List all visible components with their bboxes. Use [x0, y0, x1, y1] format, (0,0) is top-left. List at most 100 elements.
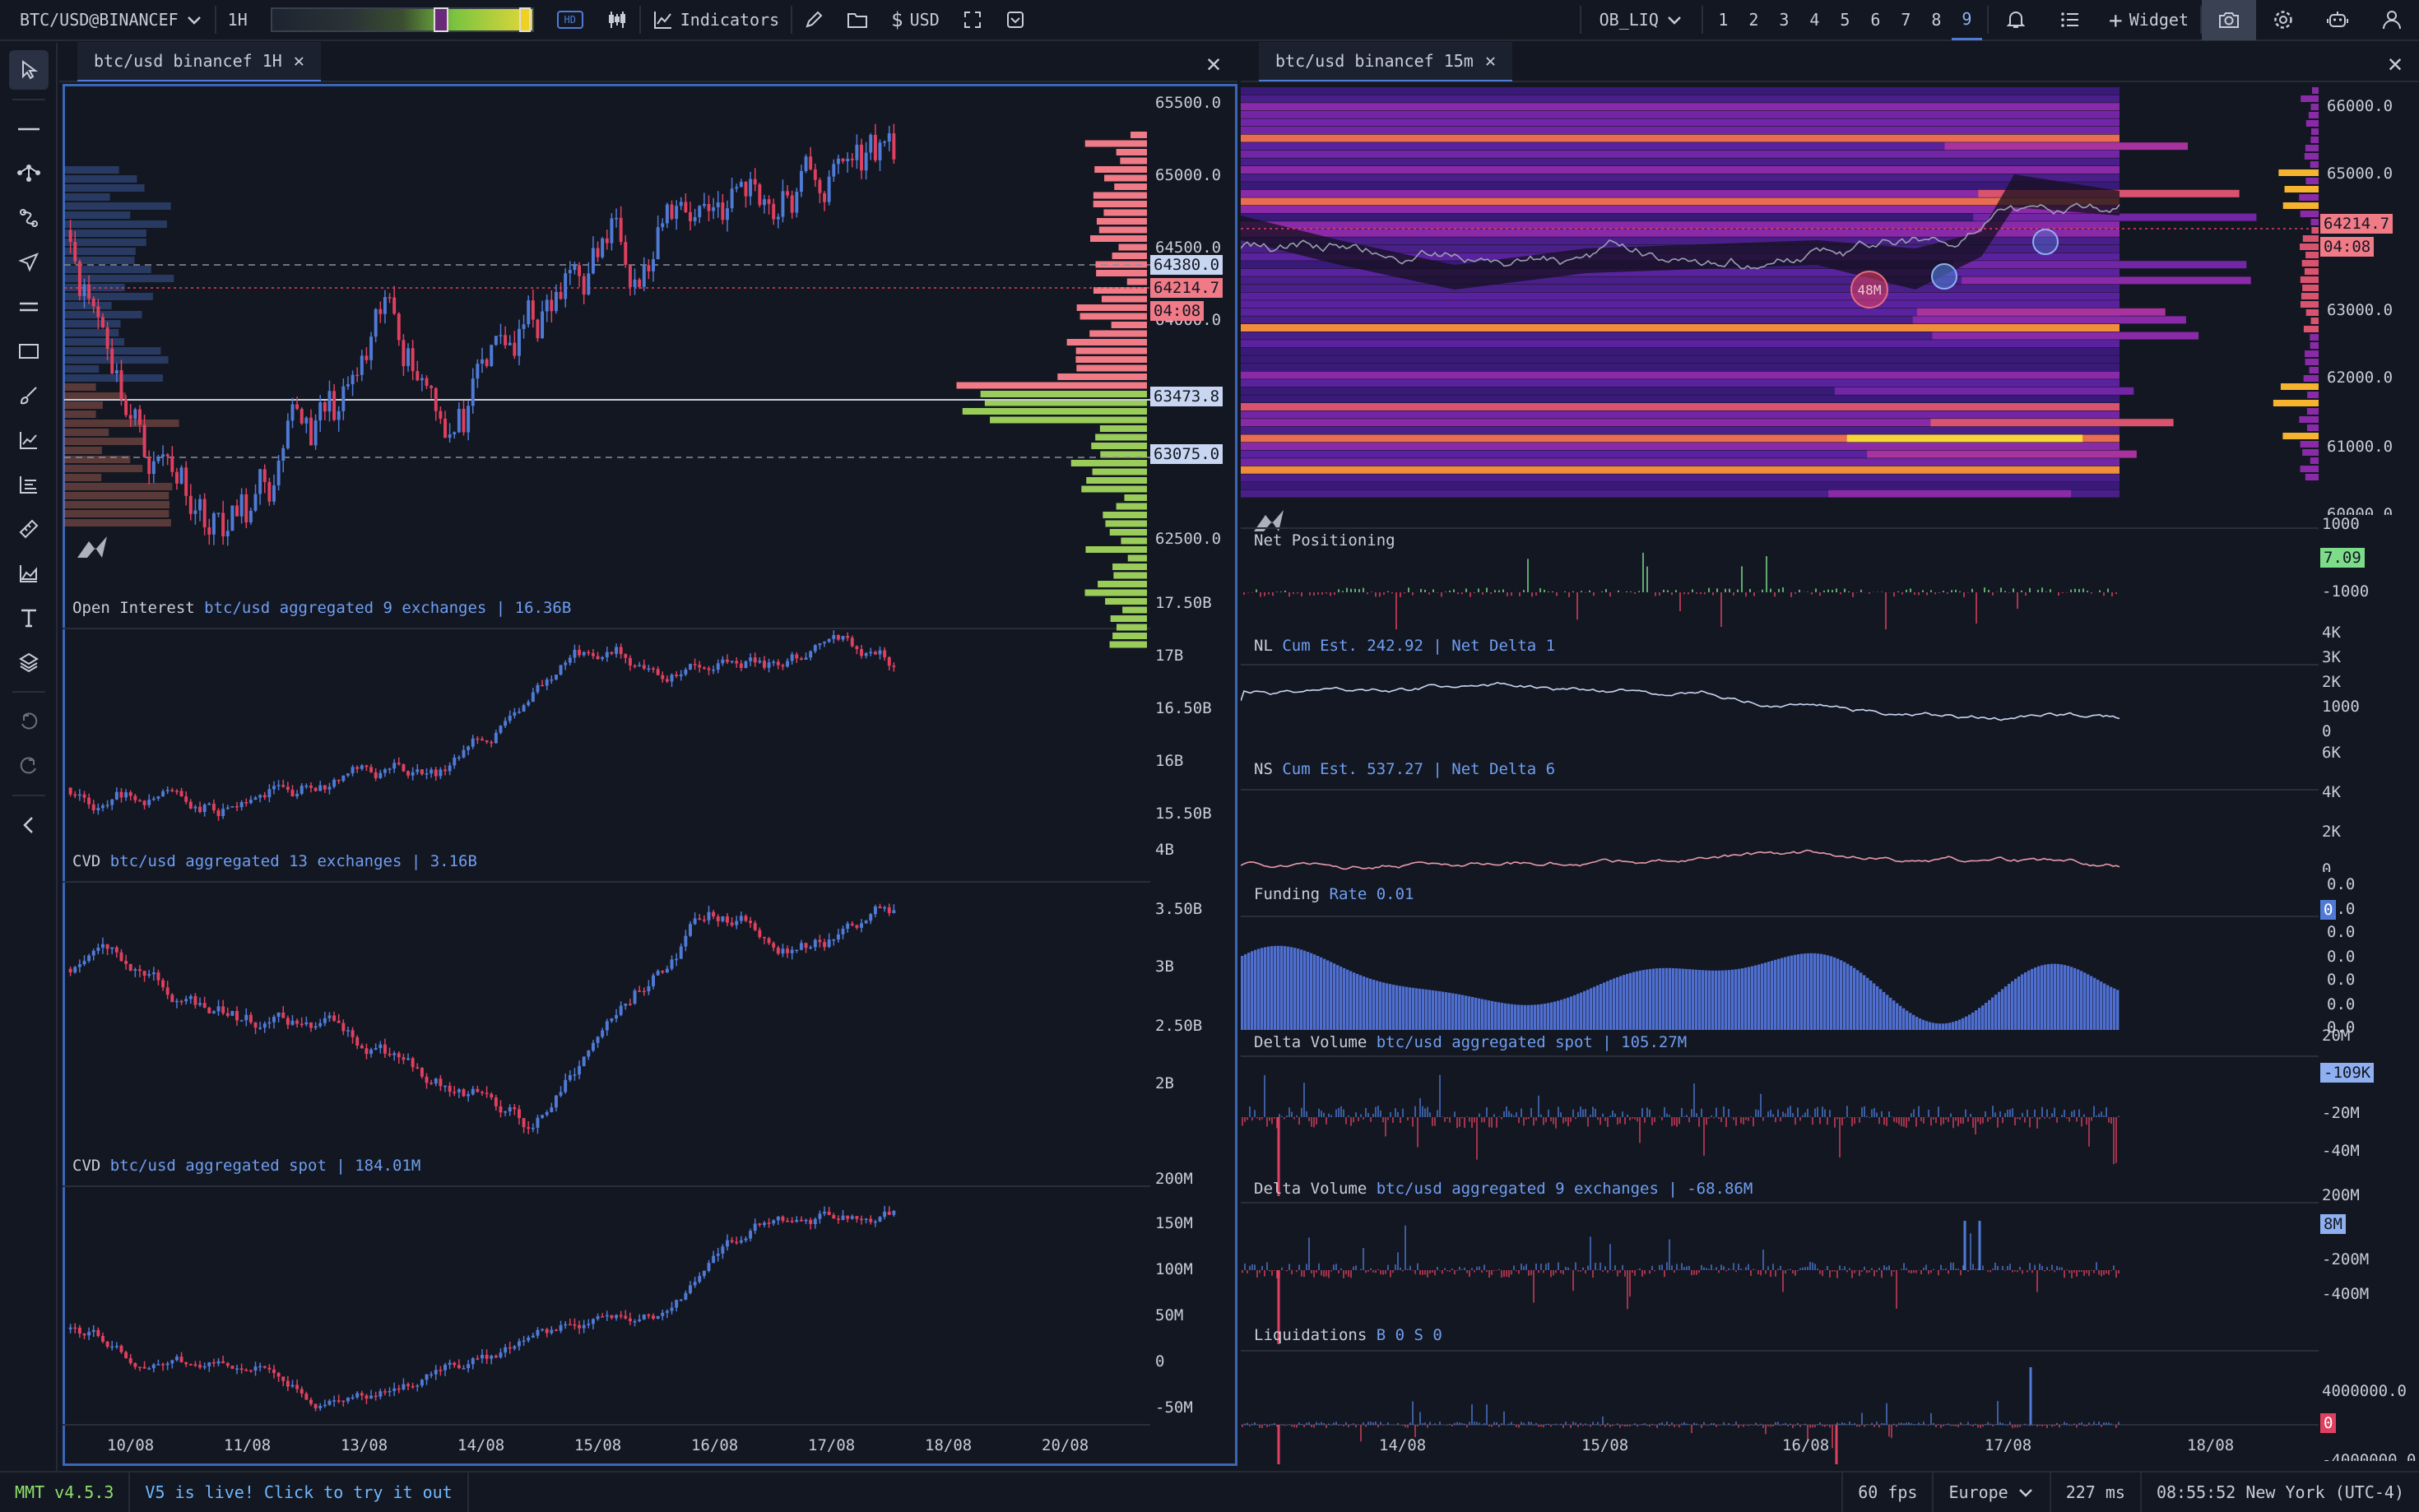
cvd1-label-series: btc/usd aggregated 13 exchanges — [109, 852, 402, 870]
candle-body — [119, 1346, 123, 1352]
rectangle-tool[interactable] — [0, 329, 58, 373]
candle-body — [499, 335, 503, 336]
heatmap-row — [1241, 206, 2120, 213]
path-tool[interactable] — [0, 196, 58, 240]
area-chart-tool[interactable] — [0, 551, 58, 596]
candle-body — [776, 661, 780, 666]
currency-button[interactable]: $ USD — [880, 0, 951, 40]
cursor-tool[interactable] — [0, 48, 58, 92]
liquidity-profile-bar — [2306, 408, 2319, 415]
close-panel-button[interactable]: ✕ — [1205, 49, 1221, 78]
candle-body — [420, 378, 424, 381]
symbol-selector[interactable]: BTC/USD@BINANCEF — [0, 0, 215, 40]
funding-bar — [1715, 970, 1718, 1030]
candle-body — [744, 182, 748, 197]
chart-canvas-left[interactable] — [59, 43, 1237, 1468]
chart-tab[interactable]: btc/usd binancef 1H ✕ — [77, 42, 322, 81]
close-icon[interactable]: ✕ — [1484, 50, 1497, 72]
heatmap-row — [1241, 371, 2120, 379]
folder-button[interactable] — [835, 0, 880, 40]
funding-bar — [1646, 969, 1649, 1030]
layout-tab-8[interactable]: 8 — [1931, 10, 1942, 30]
candle-body — [392, 297, 397, 314]
layout-tab-3[interactable]: 3 — [1779, 10, 1790, 30]
bot-button[interactable] — [2310, 0, 2365, 40]
redo-button[interactable] — [0, 744, 58, 788]
heatmap-row — [1241, 347, 2120, 355]
alerts-button[interactable] — [1989, 0, 2043, 40]
symbol-label: BTC/USD@BINANCEF — [20, 10, 179, 30]
funding-bar — [1524, 1004, 1527, 1030]
cvd2-label-prefix: CVD — [72, 1157, 101, 1175]
watchlist-button[interactable] — [2043, 0, 2097, 40]
layout-tab-1[interactable]: 1 — [1718, 10, 1729, 30]
timeframe-selector[interactable]: 1H — [216, 0, 259, 40]
add-widget-button[interactable]: + Widget — [2097, 0, 2200, 40]
layout-tab-2[interactable]: 2 — [1748, 10, 1759, 30]
text-tool[interactable] — [0, 596, 58, 640]
funding-bar — [1247, 953, 1251, 1030]
trend-nodes-tool[interactable] — [0, 151, 58, 196]
layout-tab-4[interactable]: 4 — [1809, 10, 1820, 30]
candle-body — [795, 1219, 799, 1222]
preset-selector[interactable]: OB_LIQ — [1581, 0, 1702, 40]
ns-axis-tick: 2K — [2322, 823, 2341, 841]
fib-tool[interactable] — [0, 462, 58, 507]
layout-tab-9[interactable]: 9 — [1951, 0, 1982, 40]
drawing-button[interactable] — [792, 0, 835, 40]
undo-button[interactable] — [0, 699, 58, 744]
funding-bar — [1553, 1001, 1557, 1030]
layout-tab-7[interactable]: 7 — [1901, 10, 1911, 30]
liquidity-profile-bar — [2310, 128, 2319, 135]
liquidity-profile-bar — [2305, 309, 2319, 316]
candle-body — [758, 1223, 762, 1226]
session-profile-bar — [64, 356, 169, 364]
layers-tool[interactable] — [0, 640, 58, 684]
candle-body — [652, 668, 655, 670]
candle-body — [518, 1109, 521, 1119]
brush-tool[interactable] — [0, 373, 58, 418]
funding-bar — [1451, 993, 1455, 1030]
parallel-lines-tool[interactable] — [0, 285, 58, 329]
dropdown-menu-button[interactable] — [994, 0, 1037, 40]
candle-body — [161, 1364, 165, 1366]
funding-bar — [1600, 984, 1603, 1030]
volume-profile-bar — [1113, 572, 1147, 579]
candle-body — [374, 1395, 378, 1398]
funding-bar — [1540, 1004, 1544, 1030]
settings-button[interactable] — [2256, 0, 2310, 40]
nl-axis-tick: 1000 — [2322, 698, 2360, 716]
gradient-handle-low[interactable] — [433, 7, 448, 32]
indicators-button[interactable]: Indicators — [641, 0, 791, 40]
layout-tab-6[interactable]: 6 — [1870, 10, 1881, 30]
candle-body — [406, 348, 411, 367]
gradient-handle-high[interactable] — [518, 7, 531, 32]
chart-canvas-right[interactable]: 48M — [1241, 43, 2419, 1468]
horizontal-line-tool[interactable] — [0, 107, 58, 151]
candle-body — [827, 1211, 831, 1215]
candle-body — [91, 298, 95, 307]
gradient-slider[interactable] — [270, 7, 534, 32]
line-chart-tool[interactable] — [0, 418, 58, 462]
close-icon[interactable]: ✕ — [293, 50, 305, 72]
close-panel-button[interactable]: ✕ — [2387, 49, 2403, 78]
region-selector[interactable]: Europe — [1932, 1472, 2049, 1512]
ruler-tool[interactable] — [0, 507, 58, 551]
funding-bar — [1741, 968, 1744, 1030]
candle-type-button[interactable] — [595, 0, 639, 40]
session-profile-bar — [64, 392, 126, 400]
hd-toggle[interactable]: HD — [546, 0, 595, 40]
candle-body — [615, 1315, 619, 1319]
heatmap-gradient-control[interactable] — [259, 0, 546, 40]
funding-bar — [1293, 948, 1297, 1030]
arrow-tool[interactable] — [0, 240, 58, 285]
collapse-rail-button[interactable] — [0, 803, 58, 847]
fullscreen-button[interactable] — [951, 0, 994, 40]
announcement-link[interactable]: V5 is live! Click to try it out — [130, 1472, 469, 1512]
funding-bar — [1981, 1005, 1985, 1030]
chart-tab[interactable]: btc/usd binancef 15m ✕ — [1259, 42, 1513, 81]
account-button[interactable] — [2365, 0, 2419, 40]
layout-tab-5[interactable]: 5 — [1840, 10, 1850, 30]
funding-bar — [1978, 1008, 1981, 1030]
screenshot-button[interactable] — [2202, 0, 2256, 40]
